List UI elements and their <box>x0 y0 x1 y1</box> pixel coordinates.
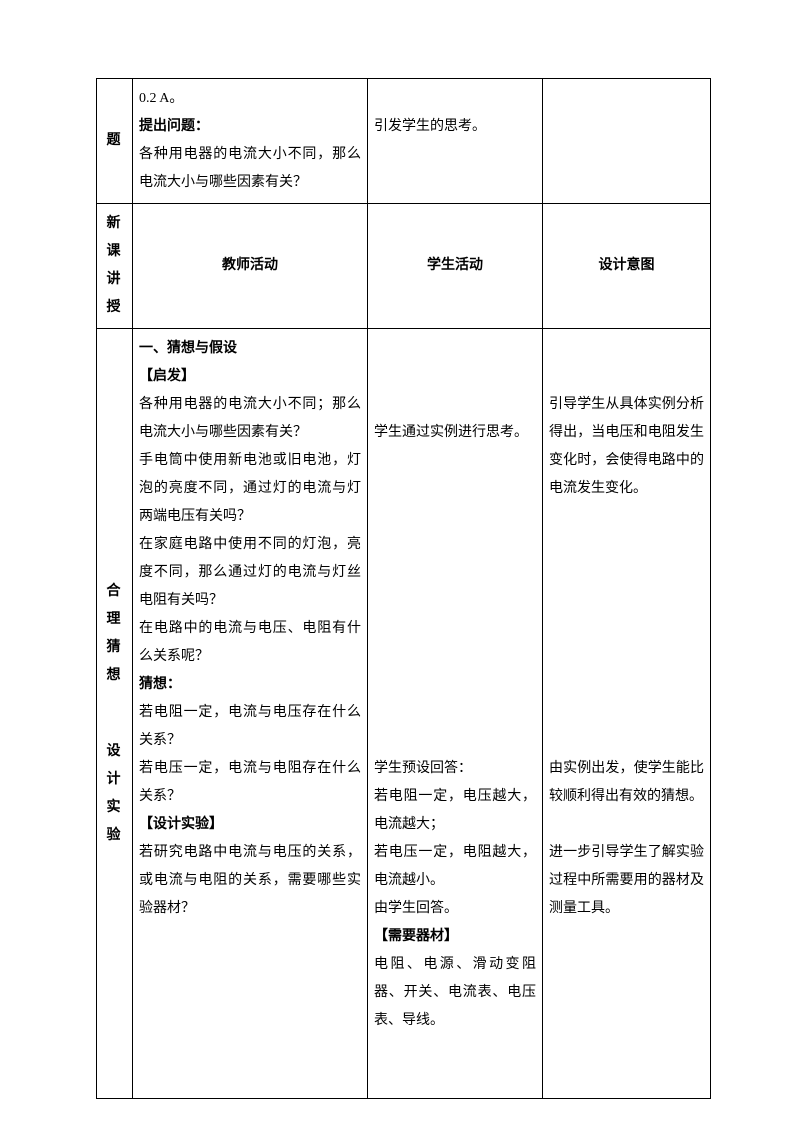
label-char: 验 <box>107 822 123 850</box>
header-student: 学生活动 <box>368 204 543 329</box>
teacher-h1: 一、猜想与假设 <box>139 335 361 363</box>
spacer <box>549 811 704 839</box>
purpose-p3: 进一步引导学生了解实验过程中所需要用的器材及测量工具。 <box>549 839 704 923</box>
teacher-p1: 各种用电器的电流大小不同；那么电流大小与哪些因素有关？ <box>139 391 361 447</box>
teacher-p5: 若电阻一定，电流与电压存在什么关系？ <box>139 699 361 755</box>
teacher-main-cell: 一、猜想与假设 【启发】 各种用电器的电流大小不同；那么电流大小与哪些因素有关？… <box>133 329 368 1099</box>
teacher-h3: 猜想： <box>139 671 361 699</box>
vertical-label-container: 合 理 猜 想 设 计 实 验 <box>103 335 126 1092</box>
student-activity-cell: 引发学生的思考。 <box>368 79 543 204</box>
spacer <box>374 335 536 419</box>
teacher-p4: 在电路中的电流与电压、电阻有什么关系呢？ <box>139 615 361 671</box>
label-group-2: 设 计 实 验 <box>107 738 123 850</box>
row-main-content: 合 理 猜 想 设 计 实 验 一、猜想与假设 【启发】 各种用电器的电流大小不… <box>97 329 711 1099</box>
label-char: 实 <box>107 794 123 822</box>
label-char: 想 <box>107 662 123 690</box>
student-main-cell: 学生通过实例进行思考。 学生预设回答： 若电阻一定，电压越大，电流越大； 若电压… <box>368 329 543 1099</box>
label-char: 理 <box>107 606 123 634</box>
student-p5: 由学生回答。 <box>374 895 536 923</box>
label-text: 新课讲授 <box>107 216 123 315</box>
purpose-cell <box>543 79 711 204</box>
teacher-text-line2: 各种用电器的电流大小不同，那么电流大小与哪些因素有关？ <box>139 141 361 197</box>
spacer <box>549 335 704 391</box>
teacher-p3: 在家庭电路中使用不同的灯泡，亮度不同，那么通过灯的电流与灯丝电阻有关吗？ <box>139 531 361 615</box>
lesson-plan-table: 题 0.2 A。 提出问题： 各种用电器的电流大小不同，那么电流大小与哪些因素有… <box>96 78 711 1099</box>
row-question: 题 0.2 A。 提出问题： 各种用电器的电流大小不同，那么电流大小与哪些因素有… <box>97 79 711 204</box>
row-label-hypothesis: 合 理 猜 想 设 计 实 验 <box>97 329 133 1099</box>
spacer <box>549 503 704 755</box>
teacher-activity-cell: 0.2 A。 提出问题： 各种用电器的电流大小不同，那么电流大小与哪些因素有关？ <box>133 79 368 204</box>
label-group-1: 合 理 猜 想 <box>107 578 123 690</box>
purpose-main-cell: 引导学生从具体实例分析得出，当电压和电阻发生变化时，会使得电路中的电流发生变化。… <box>543 329 711 1099</box>
label-char: 计 <box>107 766 123 794</box>
row-header: 新课讲授 教师活动 学生活动 设计意图 <box>97 204 711 329</box>
student-p6: 电阻、电源、滑动变阻器、开关、电流表、电压表、导线。 <box>374 951 536 1035</box>
row-label-new-lesson: 新课讲授 <box>97 204 133 329</box>
student-p4: 若电压一定，电阻越大，电流越小。 <box>374 839 536 895</box>
student-p3: 若电阻一定，电压越大，电流越大； <box>374 783 536 839</box>
spacer <box>374 447 536 755</box>
student-text: 引发学生的思考。 <box>374 113 536 141</box>
student-h1: 【需要器材】 <box>374 923 536 951</box>
label-char: 合 <box>107 578 123 606</box>
student-p2: 学生预设回答： <box>374 755 536 783</box>
teacher-h2: 【启发】 <box>139 363 361 391</box>
teacher-text-line1: 0.2 A。 <box>139 85 361 113</box>
teacher-h4: 【设计实验】 <box>139 811 361 839</box>
teacher-prompt-heading: 提出问题： <box>139 113 361 141</box>
purpose-p1: 引导学生从具体实例分析得出，当电压和电阻发生变化时，会使得电路中的电流发生变化。 <box>549 391 704 503</box>
teacher-p6: 若电压一定，电流与电阻存在什么关系？ <box>139 755 361 811</box>
label-char: 设 <box>107 738 123 766</box>
header-teacher: 教师活动 <box>133 204 368 329</box>
row-label-question: 题 <box>97 79 133 204</box>
label-char: 猜 <box>107 634 123 662</box>
purpose-p2: 由实例出发，使学生能比较顺利得出有效的猜想。 <box>549 755 704 811</box>
header-purpose: 设计意图 <box>543 204 711 329</box>
student-p1: 学生通过实例进行思考。 <box>374 419 536 447</box>
teacher-p2: 手电筒中使用新电池或旧电池，灯泡的亮度不同，通过灯的电流与灯两端电压有关吗？ <box>139 447 361 531</box>
teacher-p7: 若研究电路中电流与电压的关系，或电流与电阻的关系，需要哪些实验器材？ <box>139 839 361 923</box>
